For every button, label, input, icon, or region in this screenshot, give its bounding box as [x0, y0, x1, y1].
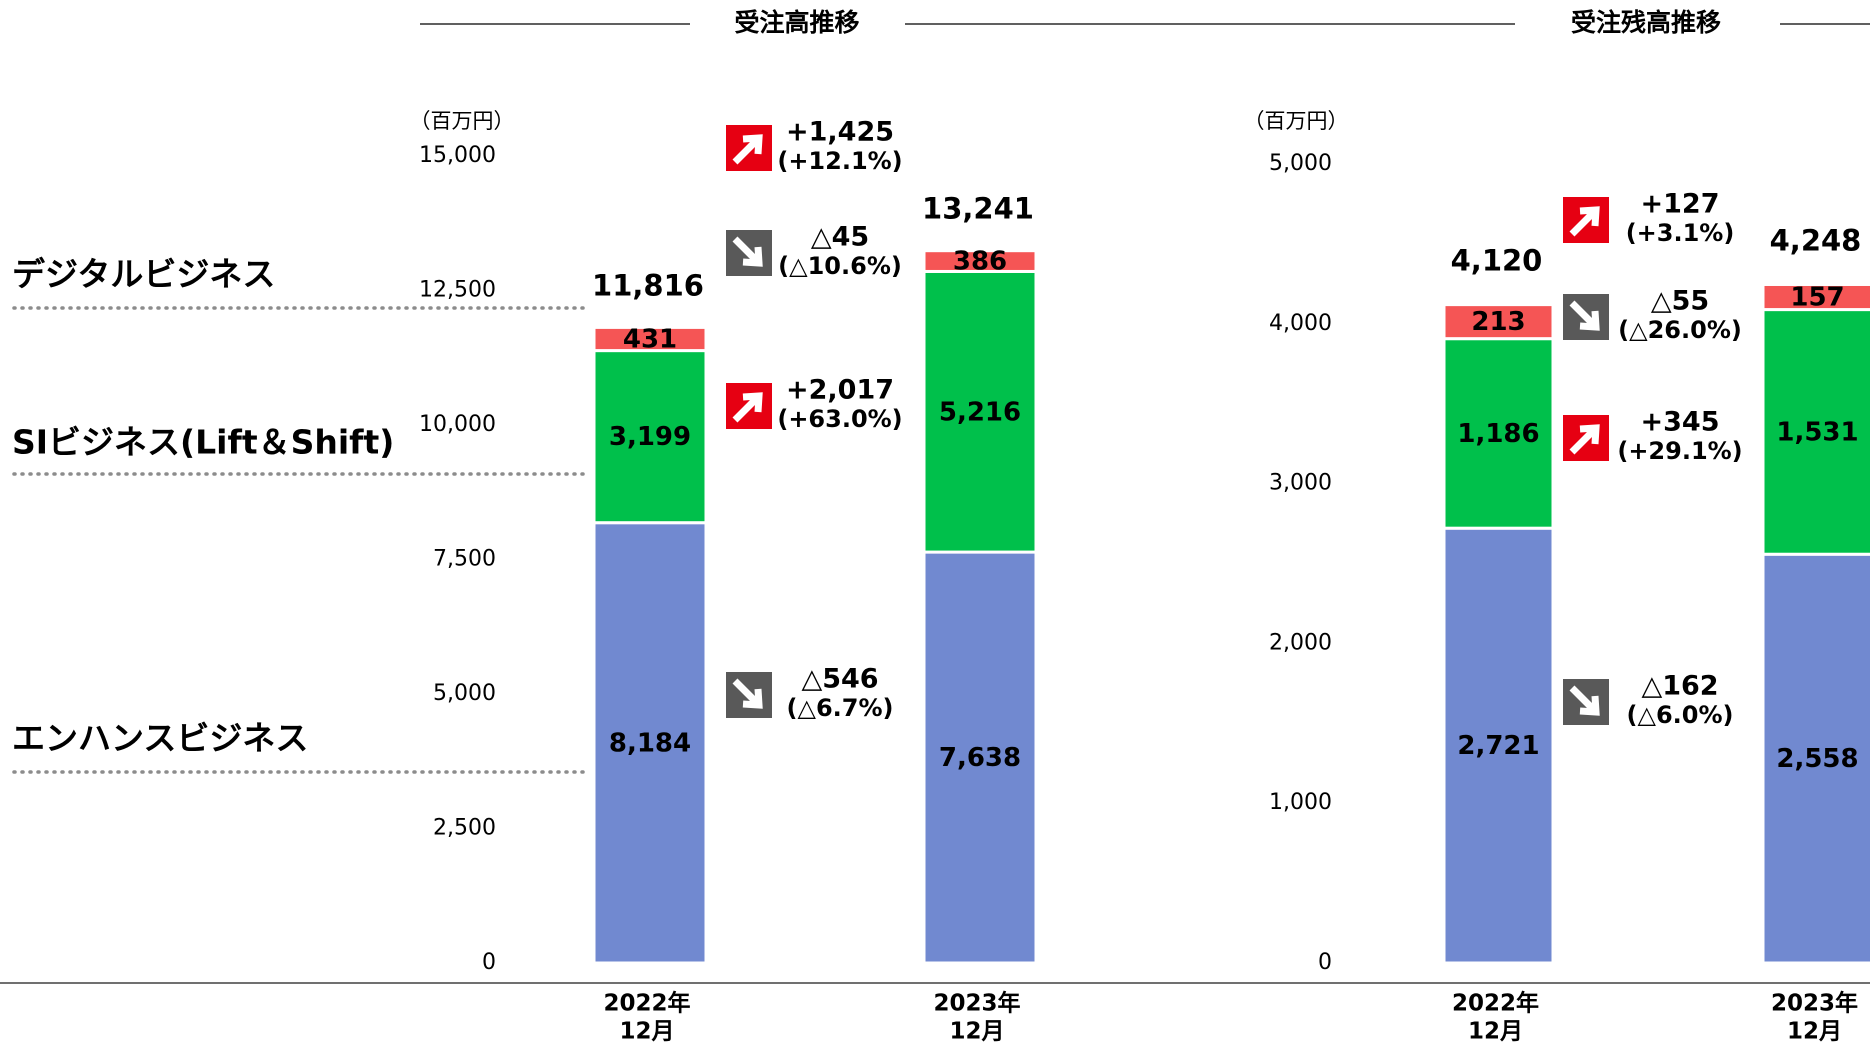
unit-label: （百万円） [1244, 109, 1349, 133]
x-category-label: 2022年 [1452, 990, 1539, 1017]
change-value: △162 [1641, 671, 1718, 702]
change-value: +127 [1641, 189, 1720, 220]
bar-segment-1 [1761, 552, 1870, 965]
y-tick-label: 5,000 [1269, 151, 1332, 176]
down-arrow-icon [1563, 294, 1609, 340]
segment-value-label: 213 [1471, 307, 1525, 337]
x-category-label: 12月 [619, 1019, 674, 1045]
change-value: +345 [1641, 407, 1720, 438]
total-value-label: 13,241 [922, 192, 1034, 226]
bar-segment-3 [922, 249, 1038, 273]
bar-segment-2 [1442, 337, 1555, 530]
x-category-label: 12月 [1787, 1019, 1842, 1045]
y-tick-label: 0 [482, 950, 496, 975]
y-tick-label: 15,000 [419, 143, 496, 168]
y-tick-label: 0 [1318, 950, 1332, 975]
segment-value-label: 3,199 [609, 422, 691, 452]
segment-value-label: 157 [1790, 283, 1844, 313]
category-label: エンハンスビジネス [12, 719, 308, 758]
y-tick-label: 5,000 [433, 681, 496, 706]
y-tick-label: 12,500 [419, 278, 496, 303]
down-arrow-icon [726, 230, 772, 276]
bar-segment-3 [1761, 282, 1870, 312]
y-tick-label: 3,000 [1269, 471, 1332, 496]
bar-segment-1 [592, 521, 708, 965]
x-category-label: 12月 [1468, 1019, 1523, 1045]
total-value-label: 11,816 [592, 268, 704, 302]
x-category-label: 2022年 [603, 990, 690, 1017]
change-value: △45 [811, 222, 869, 253]
change-percent: (+3.1%) [1626, 219, 1735, 247]
y-tick-label: 1,000 [1269, 790, 1332, 815]
change-value: +2,017 [786, 375, 894, 406]
change-value: △55 [1651, 286, 1709, 317]
bar-segment-3 [592, 325, 708, 353]
arrow-glyph [1569, 424, 1600, 455]
down-arrow-icon [726, 672, 772, 718]
change-percent: (△10.6%) [778, 252, 902, 280]
segment-value-label: 2,721 [1457, 731, 1539, 761]
up-arrow-icon [726, 125, 772, 171]
chart-title: 受注残高推移 [1571, 8, 1721, 37]
segment-value-label: 1,186 [1457, 419, 1539, 449]
x-category-label: 2023年 [933, 990, 1020, 1017]
x-category-label: 12月 [949, 1019, 1004, 1045]
change-percent: (+29.1%) [1617, 437, 1742, 465]
bar-segment-2 [1761, 308, 1870, 556]
segment-value-label: 431 [623, 325, 677, 355]
arrow-glyph [732, 134, 763, 165]
change-percent: (△26.0%) [1618, 316, 1742, 344]
arrow-glyph [732, 678, 763, 709]
change-percent: (+12.1%) [777, 147, 902, 175]
arrow-glyph [732, 236, 763, 267]
segment-value-label: 1,531 [1776, 417, 1858, 447]
total-value-label: 4,120 [1451, 244, 1543, 278]
arrow-glyph [1569, 206, 1600, 237]
change-percent: (+63.0%) [777, 405, 902, 433]
category-label: デジタルビジネス [12, 255, 275, 294]
panel-1: 受注高推移 （百万円） 0 2,500 5,000 7,500 10,000 12,500 15… [410, 8, 1515, 1045]
segment-value-label: 8,184 [609, 728, 691, 758]
category-label: SIビジネス(Lift＆Shift) [12, 423, 394, 462]
total-value-label: 4,248 [1770, 223, 1862, 257]
arrow-glyph [1569, 685, 1600, 716]
segment-value-label: 5,216 [939, 397, 1021, 427]
segment-value-label: 386 [953, 247, 1007, 277]
change-percent: (△6.7%) [787, 694, 894, 722]
bar-segment-3 [1442, 303, 1555, 341]
chart-title: 受注高推移 [734, 8, 859, 37]
y-tick-label: 2,000 [1269, 630, 1332, 655]
segment-value-label: 7,638 [939, 743, 1021, 773]
change-percent: (△6.0%) [1627, 701, 1734, 729]
unit-label: （百万円） [410, 109, 515, 133]
change-value: △546 [801, 664, 878, 695]
y-tick-label: 7,500 [433, 547, 496, 572]
panel-2: 受注残高推移 （百万円） 0 1,000 2,000 3,000 4,000 5,000 2,7… [1244, 8, 1870, 1045]
x-category-label: 2023年 [1771, 990, 1858, 1017]
bar-segment-1 [1442, 526, 1555, 965]
y-tick-label: 4,000 [1269, 311, 1332, 336]
y-tick-label: 2,500 [433, 816, 496, 841]
up-arrow-icon [1563, 415, 1609, 461]
up-arrow-icon [726, 383, 772, 429]
arrow-glyph [732, 392, 763, 423]
y-tick-label: 10,000 [419, 412, 496, 437]
change-value: +1,425 [786, 117, 894, 148]
segment-value-label: 2,558 [1776, 744, 1858, 774]
down-arrow-icon [1563, 679, 1609, 725]
up-arrow-icon [1563, 197, 1609, 243]
arrow-glyph [1569, 300, 1600, 331]
bar-segment-1 [922, 550, 1038, 965]
